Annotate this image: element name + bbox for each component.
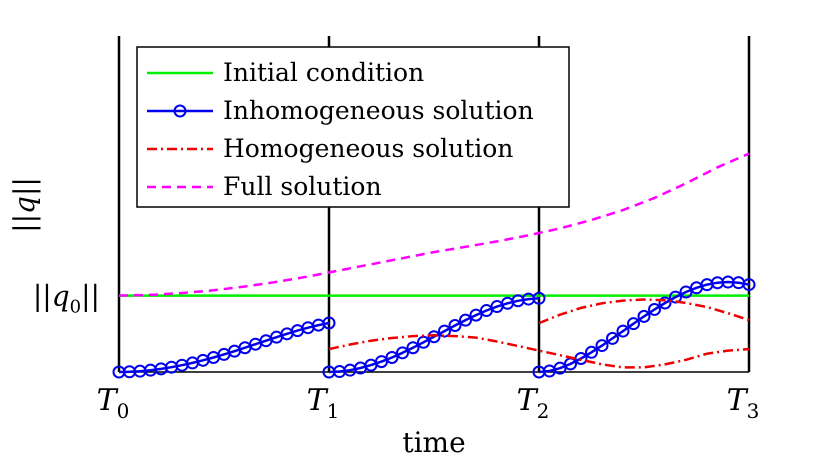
legend-marker [173, 104, 187, 118]
data-point [469, 308, 483, 322]
series-line-homogeneous-solution-0 [328, 334, 750, 369]
x-tick-label-0: T0 [97, 383, 130, 423]
data-point [322, 316, 336, 330]
legend-entry-inhomogeneous-solution: Inhomogeneous solution [147, 96, 534, 125]
legend-label: Inhomogeneous solution [223, 96, 534, 125]
legend-label: Initial condition [223, 58, 424, 87]
x-tick-label-1: T1 [307, 383, 340, 423]
series-line-inhomogeneous-solution-1 [328, 297, 540, 374]
data-point [679, 285, 693, 299]
legend-label: Homogeneous solution [223, 134, 513, 163]
x-tick-label-2: T2 [517, 383, 550, 423]
data-point [595, 339, 609, 353]
series-line-inhomogeneous-solution-0 [118, 321, 330, 374]
x-tick-label-3: T3 [727, 383, 760, 423]
legend-entry-homogeneous-solution: Homogeneous solution [147, 134, 513, 163]
data-point [459, 313, 472, 327]
x-axis-label: time [402, 426, 465, 459]
y-axis-label: ||q|| [8, 177, 41, 233]
data-point [553, 361, 567, 375]
legend-entry-full-solution: Full solution [147, 172, 382, 201]
data-point [658, 296, 672, 310]
data-point [648, 302, 661, 316]
data-point [627, 317, 640, 331]
ticks: T0 T1 T2 T3 ||q0|| [33, 280, 760, 423]
series-line-homogeneous-solution-1 [538, 298, 750, 325]
axis-labels: time ||q|| [8, 177, 466, 459]
data-point [385, 350, 399, 364]
plot-area [112, 152, 756, 379]
legend-entry-initial-condition: Initial condition [147, 58, 424, 87]
data-point [585, 345, 598, 359]
data-point [396, 346, 409, 360]
series-full-solution [118, 152, 750, 297]
data-point [616, 324, 630, 338]
series-line-full-solution-0 [118, 152, 750, 297]
data-point [742, 278, 756, 292]
series-homogeneous-solution [328, 298, 750, 369]
data-point [637, 309, 651, 323]
data-point [532, 291, 546, 305]
data-point [448, 318, 462, 332]
data-point [406, 341, 420, 355]
series-line-inhomogeneous-solution-2 [538, 280, 750, 374]
legend-label: Full solution [223, 172, 382, 201]
y-tick-label: ||q0|| [33, 280, 100, 318]
data-point [438, 324, 451, 338]
legend: Initial condition Inhomogeneous solution H… [136, 46, 570, 208]
data-point [606, 331, 619, 345]
